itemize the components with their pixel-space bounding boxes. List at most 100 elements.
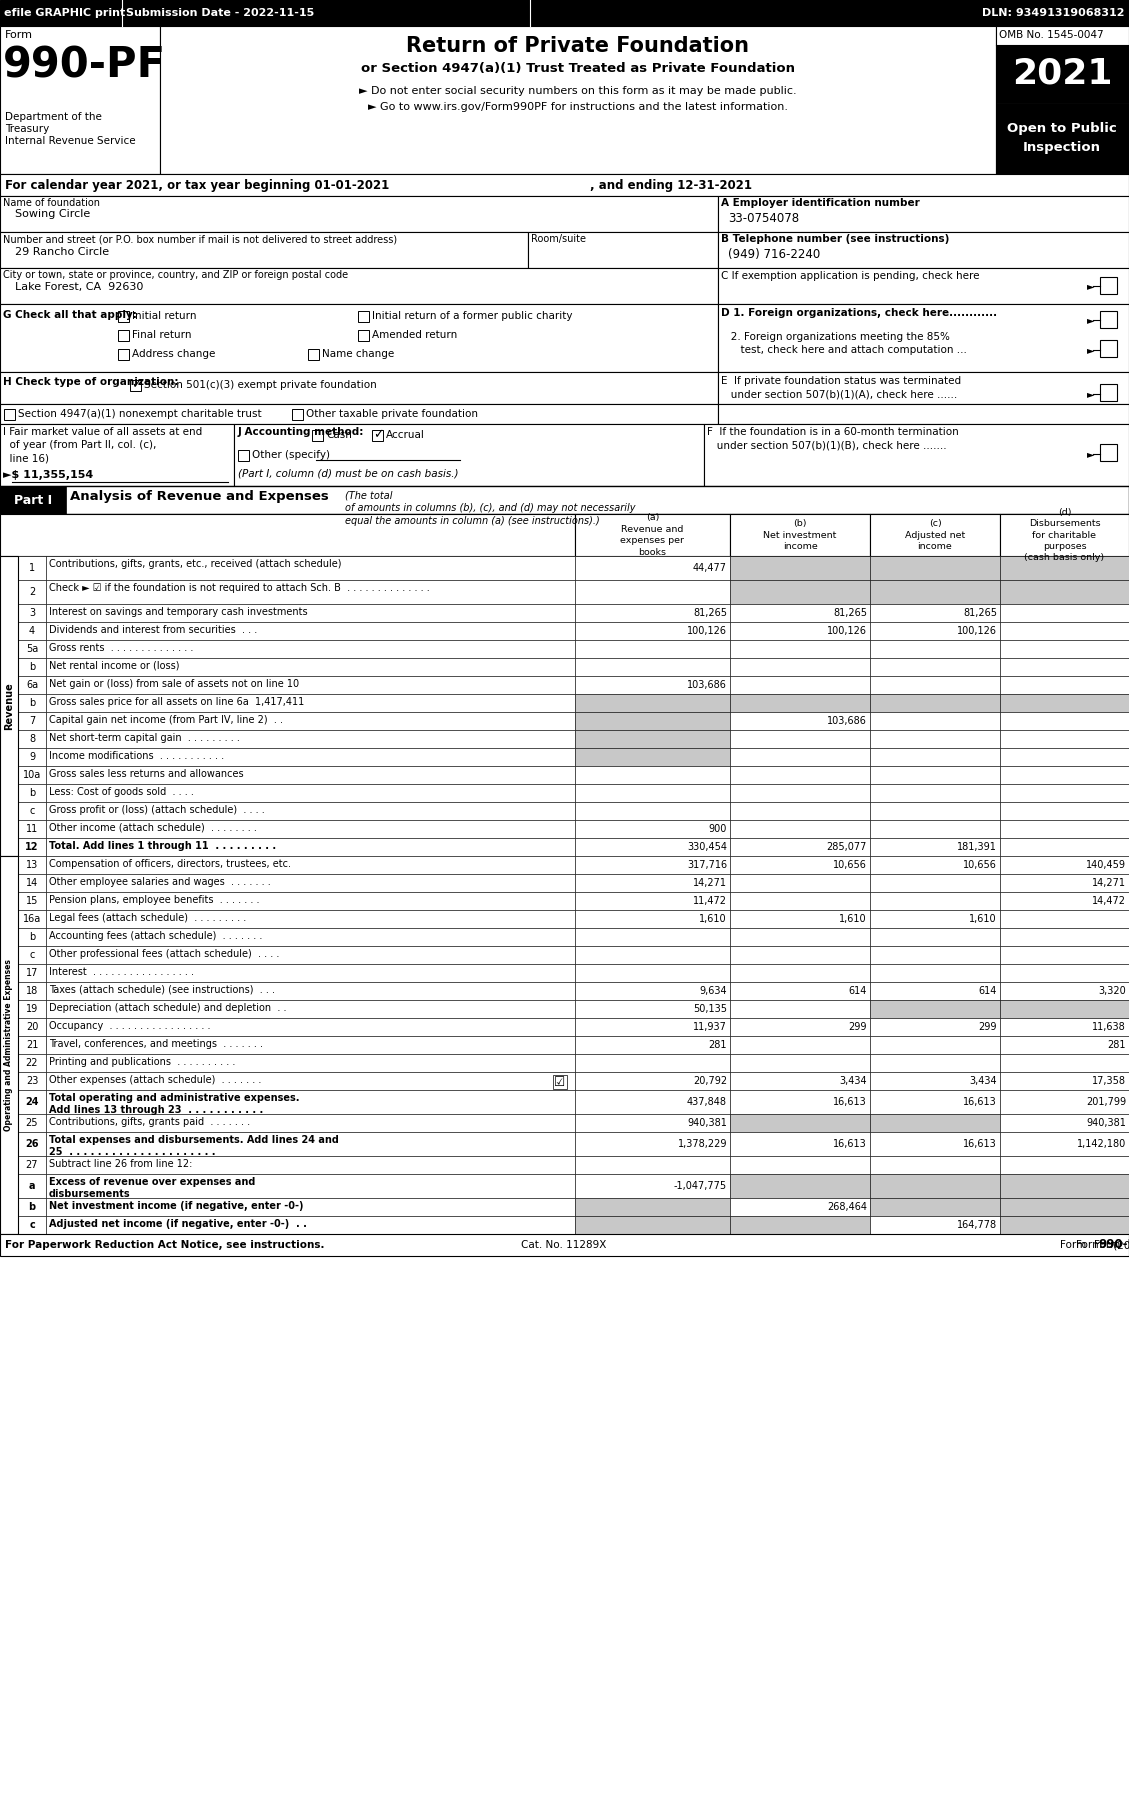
Text: Subtract line 26 from line 12:: Subtract line 26 from line 12: bbox=[49, 1160, 192, 1169]
Bar bbox=[119, 331, 129, 342]
Text: Contributions, gifts, grants, etc., received (attach schedule): Contributions, gifts, grants, etc., rece… bbox=[49, 559, 341, 568]
Text: 940,381: 940,381 bbox=[688, 1118, 727, 1127]
Text: 7: 7 bbox=[29, 716, 35, 726]
Text: 16a: 16a bbox=[23, 913, 41, 924]
Bar bbox=[0, 232, 528, 268]
Bar bbox=[1000, 1000, 1129, 1018]
Bar bbox=[46, 676, 575, 694]
Bar bbox=[18, 892, 46, 910]
Bar bbox=[575, 748, 730, 766]
Text: Name of foundation: Name of foundation bbox=[3, 198, 100, 209]
Text: ►: ► bbox=[1086, 280, 1094, 291]
Text: 81,265: 81,265 bbox=[963, 608, 997, 619]
Bar bbox=[730, 1156, 870, 1174]
Bar bbox=[46, 802, 575, 820]
Bar bbox=[870, 1054, 1000, 1072]
Text: 940,381: 940,381 bbox=[1086, 1118, 1126, 1127]
Text: 140,459: 140,459 bbox=[1086, 859, 1126, 870]
Bar bbox=[730, 982, 870, 1000]
Bar bbox=[870, 514, 1000, 556]
Bar bbox=[1000, 1174, 1129, 1197]
Text: Number and street (or P.O. box number if mail is not delivered to street address: Number and street (or P.O. box number if… bbox=[3, 234, 397, 245]
Bar bbox=[870, 1090, 1000, 1115]
Bar bbox=[46, 658, 575, 676]
Bar bbox=[870, 1072, 1000, 1090]
Text: Other expenses (attach schedule)  . . . . . . .: Other expenses (attach schedule) . . . .… bbox=[49, 1075, 262, 1084]
Text: b: b bbox=[29, 698, 35, 708]
Text: ☑: ☑ bbox=[554, 1075, 566, 1088]
Bar bbox=[46, 1072, 575, 1090]
Text: Department of the: Department of the bbox=[5, 111, 102, 122]
Bar bbox=[718, 405, 1129, 424]
Bar bbox=[730, 556, 870, 581]
Bar bbox=[1000, 874, 1129, 892]
Bar bbox=[870, 820, 1000, 838]
Bar bbox=[1000, 910, 1129, 928]
Text: 81,265: 81,265 bbox=[833, 608, 867, 619]
Bar bbox=[575, 658, 730, 676]
Text: Cash: Cash bbox=[326, 430, 352, 441]
Text: 100,126: 100,126 bbox=[688, 626, 727, 636]
Text: 317,716: 317,716 bbox=[686, 859, 727, 870]
Bar bbox=[575, 1072, 730, 1090]
Bar bbox=[870, 1215, 1000, 1233]
Text: E  If private foundation status was terminated
   under section 507(b)(1)(A), ch: E If private foundation status was termi… bbox=[721, 376, 961, 399]
Bar bbox=[1000, 748, 1129, 766]
Bar bbox=[1000, 766, 1129, 784]
Text: 22: 22 bbox=[26, 1057, 38, 1068]
Text: a: a bbox=[28, 1181, 35, 1190]
Bar bbox=[575, 1133, 730, 1156]
Bar bbox=[575, 730, 730, 748]
Bar bbox=[46, 1133, 575, 1156]
Bar bbox=[870, 1115, 1000, 1133]
Bar bbox=[18, 694, 46, 712]
Bar bbox=[996, 25, 1129, 174]
Bar bbox=[575, 982, 730, 1000]
Text: Submission Date - 2022-11-15: Submission Date - 2022-11-15 bbox=[126, 7, 314, 18]
Text: Other income (attach schedule)  . . . . . . . .: Other income (attach schedule) . . . . .… bbox=[49, 823, 257, 832]
Bar bbox=[1000, 802, 1129, 820]
Text: 990-PF: 990-PF bbox=[3, 45, 166, 86]
Bar bbox=[46, 946, 575, 964]
Bar bbox=[730, 581, 870, 604]
Bar bbox=[870, 622, 1000, 640]
Bar bbox=[730, 946, 870, 964]
Bar bbox=[46, 856, 575, 874]
Bar bbox=[46, 1090, 575, 1115]
Text: c: c bbox=[29, 949, 35, 960]
Bar bbox=[18, 748, 46, 766]
Bar bbox=[18, 910, 46, 928]
Text: 12: 12 bbox=[25, 841, 38, 852]
Bar bbox=[575, 640, 730, 658]
Text: Travel, conferences, and meetings  . . . . . . .: Travel, conferences, and meetings . . . … bbox=[49, 1039, 263, 1048]
Text: Excess of revenue over expenses and
disbursements: Excess of revenue over expenses and disb… bbox=[49, 1178, 255, 1199]
Bar bbox=[1000, 1133, 1129, 1156]
Bar bbox=[18, 1000, 46, 1018]
Bar bbox=[46, 1156, 575, 1174]
Bar bbox=[1000, 712, 1129, 730]
Bar bbox=[46, 581, 575, 604]
Bar bbox=[0, 372, 718, 405]
Bar bbox=[46, 1036, 575, 1054]
Text: Analysis of Revenue and Expenses: Analysis of Revenue and Expenses bbox=[70, 491, 329, 503]
Bar bbox=[18, 556, 46, 581]
Bar bbox=[1000, 982, 1129, 1000]
Bar bbox=[46, 622, 575, 640]
Bar bbox=[1000, 1090, 1129, 1115]
Bar bbox=[730, 1174, 870, 1197]
Bar bbox=[575, 874, 730, 892]
Bar bbox=[730, 676, 870, 694]
Text: Adjusted net income (if negative, enter -0-)  . .: Adjusted net income (if negative, enter … bbox=[49, 1219, 307, 1230]
Bar bbox=[870, 676, 1000, 694]
Text: Form: Form bbox=[1060, 1241, 1089, 1250]
Text: 20,792: 20,792 bbox=[693, 1075, 727, 1086]
Bar bbox=[870, 1036, 1000, 1054]
Bar bbox=[575, 1090, 730, 1115]
Bar bbox=[18, 1090, 46, 1115]
Bar bbox=[730, 1215, 870, 1233]
Text: 268,464: 268,464 bbox=[828, 1203, 867, 1212]
Text: 81,265: 81,265 bbox=[693, 608, 727, 619]
Text: b: b bbox=[28, 1203, 35, 1212]
Text: 14,271: 14,271 bbox=[1092, 877, 1126, 888]
Bar bbox=[46, 910, 575, 928]
